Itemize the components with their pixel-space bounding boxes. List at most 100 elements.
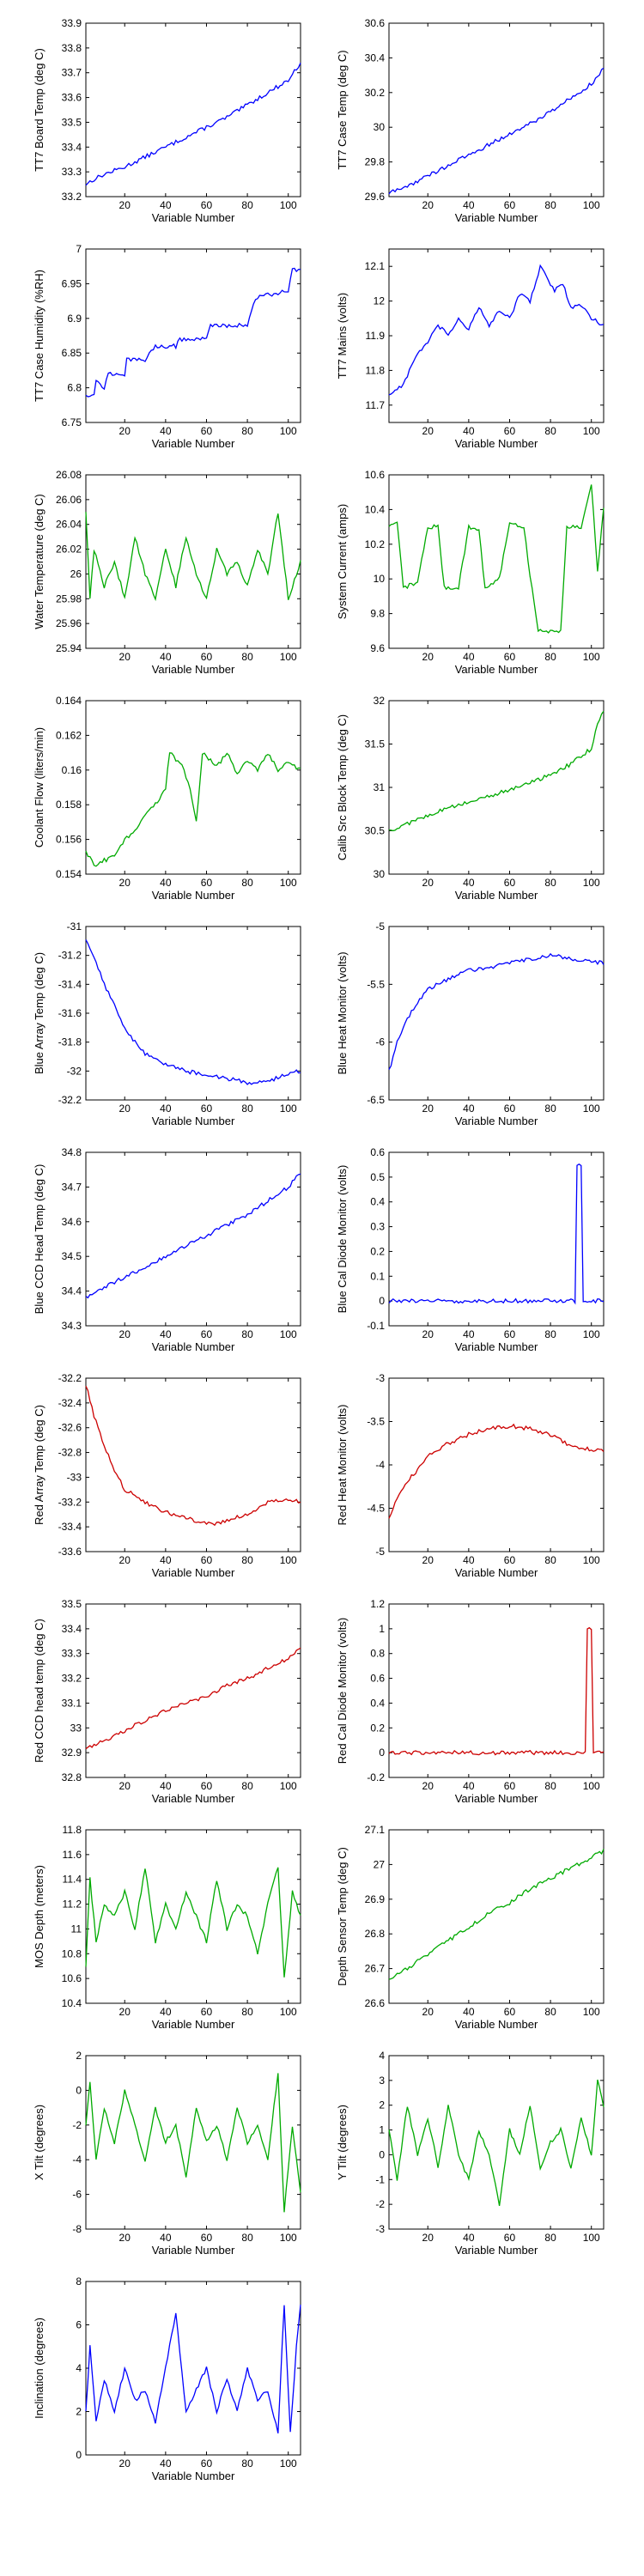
y-tick-label: -5 <box>375 1546 385 1558</box>
x-tick-label: 20 <box>119 425 131 437</box>
x-tick-label: 40 <box>160 1554 172 1566</box>
y-tick-label: 34.7 <box>62 1181 82 1193</box>
series-line <box>85 939 301 1085</box>
y-axis-label: Y Tilt (degrees) <box>336 2105 349 2180</box>
x-tick-label: 60 <box>201 651 213 663</box>
series-line <box>85 1647 301 1750</box>
plot-frame <box>388 1151 605 1327</box>
chart-panel: 20 40 60 80 100 33.2 33.3 33.4 33.5 33.6 33.7 33.8 3… <box>33 17 301 224</box>
y-tick-label: 26.9 <box>365 1893 386 1905</box>
x-tick-label: 60 <box>504 425 516 437</box>
y-tick-label: 30.5 <box>365 825 386 837</box>
x-tick-label: 100 <box>583 1554 600 1566</box>
x-tick-label: 80 <box>544 651 556 663</box>
y-tick-label: 25.94 <box>56 642 82 654</box>
x-tick-label: 100 <box>583 425 600 437</box>
plot-frame <box>388 700 605 875</box>
x-tick-label: 100 <box>280 2232 297 2244</box>
x-axis-label: Variable Number <box>152 211 235 224</box>
y-tick-label: 30 <box>374 121 386 133</box>
x-tick-label: 40 <box>160 651 172 663</box>
x-tick-label: 80 <box>241 199 253 211</box>
series-line <box>85 2304 301 2433</box>
series-line <box>388 952 605 1070</box>
x-axis-label: Variable Number <box>152 1115 235 1127</box>
x-tick-label: 40 <box>160 1103 172 1115</box>
x-tick-label: 80 <box>544 1554 556 1566</box>
y-axis-label: TT7 Case Temp (deg C) <box>336 50 349 169</box>
y-tick-label: -4 <box>72 2154 82 2166</box>
y-tick-label: 1 <box>379 1623 385 1635</box>
y-tick-label: 0.154 <box>56 868 82 880</box>
y-tick-label: 12 <box>374 295 386 307</box>
y-tick-label: 26.6 <box>365 1997 386 2009</box>
y-axis-label: TT7 Case Humidity (%RH) <box>33 270 46 402</box>
y-tick-label: 0 <box>76 2084 82 2096</box>
y-tick-label: 33.4 <box>62 141 82 153</box>
y-tick-label: 1 <box>379 2124 385 2136</box>
y-tick-label: 0.2 <box>370 1722 385 1734</box>
x-axis-label: Variable Number <box>455 889 538 902</box>
y-tick-label: 3 <box>379 2075 385 2087</box>
chart-panel: 20 40 60 80 100 26.6 26.7 26.8 26.9 27 27.1 Variabl… <box>336 1824 605 2031</box>
series-line <box>85 752 301 867</box>
y-tick-label: 33.4 <box>62 1623 82 1635</box>
y-axis-label: Red CCD head temp (deg C) <box>33 1619 46 1763</box>
y-tick-label: 33.1 <box>62 1697 82 1709</box>
y-tick-label: 0 <box>76 2449 82 2461</box>
y-tick-label: 32 <box>374 695 386 707</box>
y-tick-label: 10 <box>374 573 386 585</box>
x-tick-label: 80 <box>241 1103 253 1115</box>
y-tick-label: 34.6 <box>62 1216 82 1228</box>
y-tick-label: 33.3 <box>62 1648 82 1660</box>
x-tick-label: 20 <box>119 1780 131 1792</box>
y-tick-label: 0.3 <box>370 1221 385 1233</box>
y-tick-label: 0.6 <box>370 1673 385 1685</box>
chart-panel: 20 40 60 80 100 0 2 4 6 8 Variable Number Inclinati… <box>33 2275 301 2482</box>
y-axis-label: Blue Array Temp (deg C) <box>33 952 46 1074</box>
y-tick-label: -5.5 <box>367 978 385 990</box>
series-line <box>388 710 605 832</box>
x-tick-label: 100 <box>583 651 600 663</box>
y-tick-label: 8 <box>76 2275 82 2287</box>
y-tick-label: 31 <box>374 781 386 793</box>
x-tick-label: 60 <box>504 2232 516 2244</box>
y-tick-label: 7 <box>76 243 82 255</box>
x-tick-label: 100 <box>280 199 297 211</box>
y-tick-label: 33.2 <box>62 191 82 203</box>
plot-frame <box>85 1829 301 2004</box>
chart-panel: 20 40 60 80 100 -6.5 -6 -5.5 -5 Variable Number Bl… <box>336 920 605 1127</box>
x-axis-label: Variable Number <box>455 1115 538 1127</box>
y-tick-label: 6 <box>76 2319 82 2331</box>
x-tick-label: 100 <box>583 1328 600 1340</box>
y-tick-label: -6.5 <box>367 1094 385 1106</box>
y-tick-label: 0.8 <box>370 1648 385 1660</box>
y-tick-label: 11 <box>71 1923 82 1935</box>
x-tick-label: 80 <box>544 1103 556 1115</box>
x-tick-label: 60 <box>201 1103 213 1115</box>
chart-panel: 20 40 60 80 100 -8 -6 -4 -2 0 2 Variable Number X Ti… <box>33 2050 301 2257</box>
y-tick-label: 27 <box>374 1858 386 1870</box>
chart-panel: 20 40 60 80 100 6.75 6.8 6.85 6.9 6.95 7 Variable N… <box>33 243 301 450</box>
y-tick-label: 2 <box>76 2406 82 2418</box>
chart-panel: 20 40 60 80 100 -3 -2 -1 0 1 2 3 4 Variable Number Y T… <box>336 2050 605 2257</box>
x-axis-label: Variable Number <box>455 2018 538 2031</box>
y-axis-label: System Current (amps) <box>336 504 349 619</box>
plot-frame <box>85 1151 301 1327</box>
x-tick-label: 40 <box>463 1328 475 1340</box>
y-tick-label: -31.6 <box>58 1007 82 1019</box>
x-tick-label: 20 <box>119 1328 131 1340</box>
x-tick-label: 100 <box>280 2006 297 2018</box>
x-tick-label: 40 <box>463 2006 475 2018</box>
y-tick-label: -6 <box>375 1036 385 1048</box>
x-tick-label: 80 <box>241 1328 253 1340</box>
series-line <box>388 1423 605 1519</box>
x-tick-label: 100 <box>583 1103 600 1115</box>
y-tick-label: 30 <box>374 868 386 880</box>
x-tick-label: 100 <box>583 877 600 889</box>
x-axis-label: Variable Number <box>152 889 235 902</box>
x-tick-label: 40 <box>160 2006 172 2018</box>
series-line <box>388 2079 605 2207</box>
x-axis-label: Variable Number <box>455 663 538 676</box>
x-tick-label: 40 <box>160 425 172 437</box>
